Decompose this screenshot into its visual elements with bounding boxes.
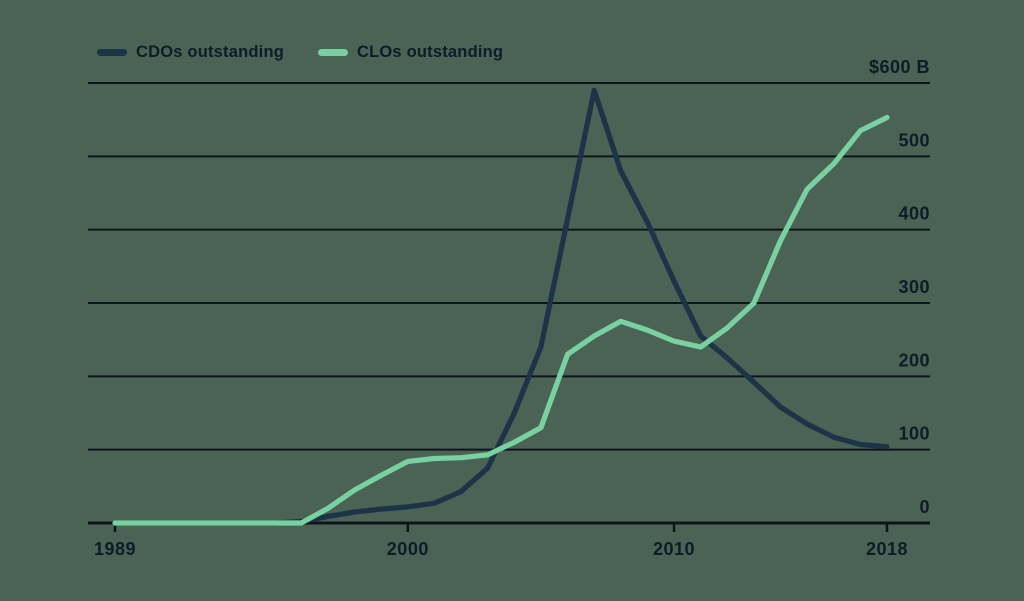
y-axis-label-200: 200 bbox=[898, 350, 930, 370]
x-axis-label-1989: 1989 bbox=[94, 539, 136, 559]
clos-line-swatch bbox=[318, 48, 348, 56]
x-axis-label-2000: 2000 bbox=[387, 539, 429, 559]
y-axis-label-400: 400 bbox=[898, 204, 930, 224]
clos-outstanding-line bbox=[112, 114, 890, 526]
chart-legend: CDOs outstanding CLOs outstanding bbox=[0, 41, 1024, 63]
clos-legend-label: CLOs outstanding bbox=[357, 42, 504, 61]
y-axis-label-100: 100 bbox=[898, 424, 930, 444]
y-axis-label-600: $600 B bbox=[869, 57, 930, 77]
y-axis-label-300: 300 bbox=[898, 277, 930, 297]
x-axis-label-2018: 2018 bbox=[866, 539, 908, 559]
legend-item-clos: CLOs outstanding bbox=[318, 41, 503, 63]
cdos-line-swatch bbox=[97, 48, 127, 56]
cdos-legend-label: CDOs outstanding bbox=[136, 42, 285, 61]
y-axis-label-500: 500 bbox=[898, 130, 930, 150]
legend-item-cdos: CDOs outstanding bbox=[97, 41, 284, 63]
x-axis-label-2010: 2010 bbox=[653, 539, 695, 559]
y-axis-label-0: 0 bbox=[919, 497, 930, 517]
cdos-outstanding-line bbox=[112, 87, 890, 526]
